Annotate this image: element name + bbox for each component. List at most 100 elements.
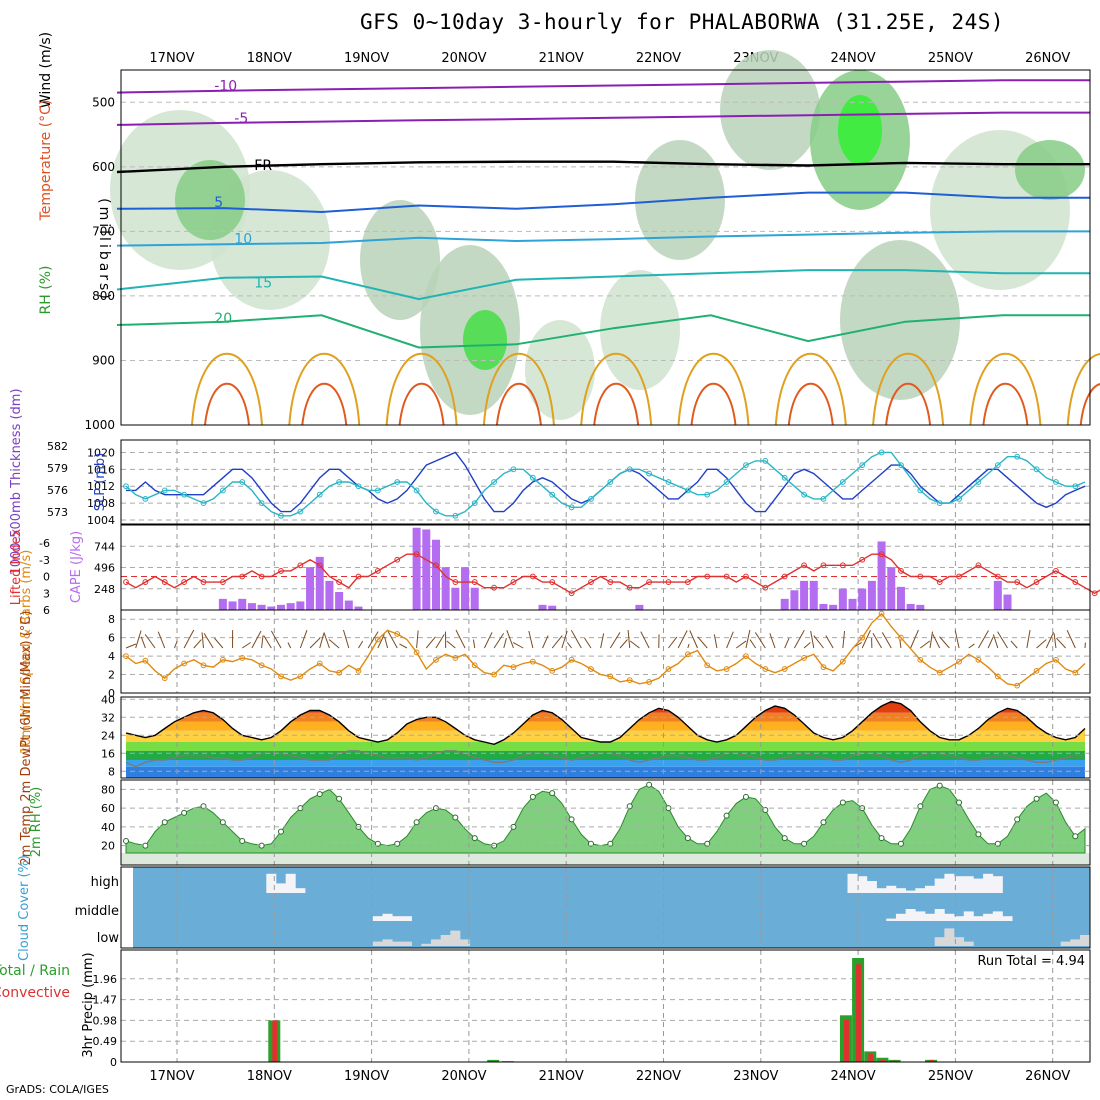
cloud-bar-low	[460, 939, 471, 946]
pressure-tick: 700	[92, 224, 115, 238]
temp-contour-hot	[690, 382, 737, 426]
li-marker	[820, 562, 827, 569]
thickness-marker	[665, 479, 672, 485]
date-label-bottom: 19NOV	[344, 1069, 389, 1084]
cloud-bar-high	[275, 883, 286, 893]
cloud-bar-low	[401, 941, 412, 946]
li-marker	[278, 568, 284, 574]
wind-barb	[251, 630, 262, 649]
thickness-marker	[1053, 479, 1059, 485]
wind-marker	[336, 669, 343, 676]
cape-bar	[257, 604, 266, 610]
cape-bar	[286, 603, 295, 610]
li-marker	[161, 579, 168, 585]
series-thickness	[125, 451, 1086, 517]
wind-barb	[810, 630, 815, 649]
wind-barb	[328, 639, 340, 649]
rh-marker	[994, 840, 1001, 847]
thickness-marker	[859, 462, 866, 469]
wind-barb	[677, 630, 688, 649]
wind-barb	[992, 634, 999, 649]
temp-contour	[116, 269, 1090, 301]
cape-bar	[412, 527, 421, 610]
li-marker	[336, 579, 343, 585]
precip-tick: 1.96	[93, 973, 118, 986]
date-label-bottom: 23NOV	[733, 1069, 778, 1084]
wind-marker	[355, 667, 362, 674]
thickness-marker	[723, 479, 730, 485]
cloud-bar-middle	[401, 916, 412, 921]
wind-barb	[323, 632, 330, 649]
cloud-bar-high	[866, 881, 877, 893]
cloud-bar-low	[1070, 939, 1081, 946]
cape-bar	[354, 606, 363, 610]
li-marker	[743, 573, 749, 580]
thickness-marker	[239, 479, 246, 485]
date-label-top: 17NOV	[149, 51, 194, 66]
li-marker	[762, 584, 769, 591]
wind-marker	[878, 610, 885, 617]
cape-bar	[422, 529, 431, 610]
rh-marker	[820, 819, 827, 826]
rh-marker	[878, 835, 885, 842]
rh-marker	[1052, 799, 1059, 806]
cloud-bar-high	[285, 873, 296, 893]
cloud-bar-middle	[983, 913, 994, 921]
cloud-bar-high	[983, 873, 994, 893]
wind-barb	[201, 632, 204, 649]
rh-tick: 60	[101, 802, 115, 815]
cloud-bar-middle	[954, 916, 965, 921]
cloud-bar-low	[430, 939, 441, 946]
thickness-tick: 573	[47, 506, 68, 519]
li-marker	[1033, 579, 1040, 585]
rh-marker	[723, 812, 730, 819]
cloud-bar-middle	[934, 909, 945, 921]
cape-bar	[267, 606, 276, 610]
temp-band	[126, 766, 1085, 778]
wind-barb	[125, 643, 137, 649]
temp-contour-hot	[301, 382, 348, 426]
temp-contour-warm	[677, 352, 750, 426]
temp-contour	[116, 314, 1090, 349]
wind-barb	[299, 630, 308, 649]
rh-frame	[120, 779, 1091, 866]
cape-bar	[829, 604, 838, 610]
wind-barb	[978, 630, 989, 649]
temp-tick: 16	[101, 747, 115, 760]
wind-barb	[1056, 637, 1066, 649]
wind-marker	[491, 671, 498, 678]
contour-label: 5	[214, 195, 223, 211]
cloud-bar-middle	[886, 918, 897, 921]
li-marker	[626, 584, 633, 591]
temp-tick: 24	[101, 729, 115, 742]
temp-frame	[120, 696, 1091, 779]
wind-barb	[455, 629, 466, 649]
wind-barb	[881, 632, 892, 649]
wind-barb	[769, 633, 776, 649]
contour-label: 15	[254, 275, 272, 291]
rh-marker	[742, 793, 749, 800]
thickness-marker	[994, 462, 1001, 469]
wind-barb	[735, 640, 747, 649]
wind-marker	[839, 658, 846, 665]
li-marker	[258, 573, 265, 580]
li-marker	[859, 556, 866, 563]
wind-marker	[161, 675, 168, 682]
date-label-top: 21NOV	[539, 51, 584, 66]
thickness-marker	[1014, 453, 1021, 460]
li-marker	[568, 590, 575, 597]
wind-tick: 8	[108, 613, 115, 626]
wind-barb	[416, 630, 419, 649]
cloud-bar-high	[954, 876, 965, 893]
thickness-marker	[394, 479, 401, 485]
cape-bar	[635, 604, 644, 610]
rh-marker	[239, 837, 246, 844]
contour-label: FR	[254, 158, 272, 174]
precip-conv-bar	[892, 1060, 898, 1062]
temp-band	[126, 760, 1085, 767]
date-label-top: 18NOV	[247, 51, 292, 66]
cloud-bar-middle	[905, 909, 916, 921]
wind-barb	[503, 637, 507, 649]
wind-tick: 4	[108, 650, 115, 663]
